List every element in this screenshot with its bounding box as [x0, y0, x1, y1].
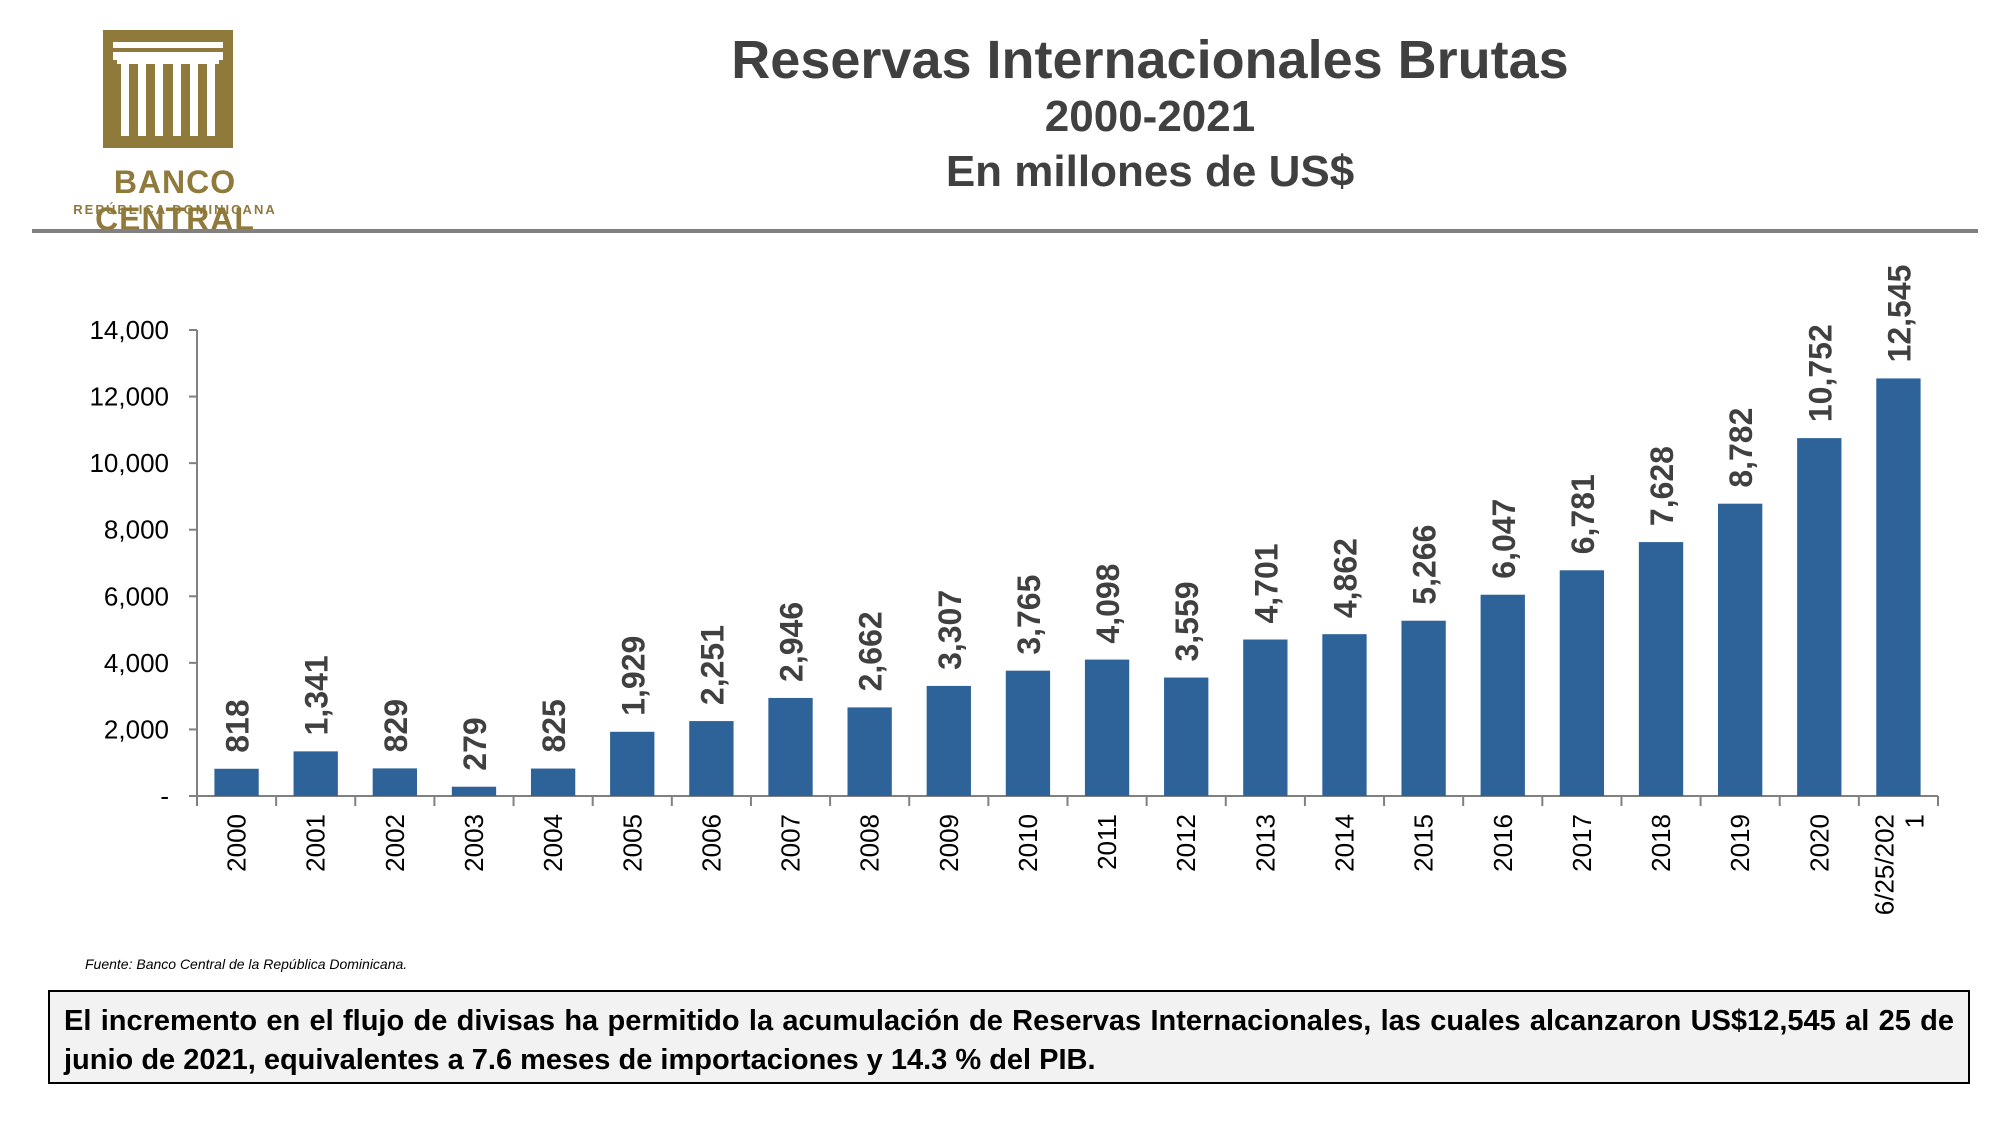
data-label: 6,047: [1486, 499, 1522, 579]
data-label: 1,929: [615, 636, 651, 716]
y-tick-label: 12,000: [89, 382, 169, 412]
bar: [1005, 670, 1051, 796]
x-tick-label: 2003: [459, 814, 489, 872]
bar: [1638, 542, 1684, 796]
bar: [610, 731, 655, 796]
bar: [1480, 594, 1525, 796]
bar: [1164, 677, 1209, 796]
title-block: Reservas Internacionales Brutas 2000-202…: [600, 30, 1700, 200]
logo-subtitle: REPÚBLICA DOMINICANA: [73, 202, 277, 217]
x-tick-label: 2010: [1013, 814, 1043, 872]
data-label: 4,098: [1090, 564, 1126, 644]
x-tick-label: 2007: [776, 814, 806, 872]
data-label: 3,765: [1011, 575, 1047, 655]
y-tick-label: 14,000: [89, 315, 169, 345]
bar: [1718, 503, 1763, 796]
bank-building-icon: [103, 30, 233, 148]
x-tick-label: 2005: [617, 814, 647, 872]
x-tick-label: 2009: [934, 814, 964, 872]
y-tick-label: 10,000: [89, 448, 169, 478]
y-tick-label: 2,000: [104, 714, 169, 744]
data-label: 818: [220, 699, 256, 752]
bar: [689, 721, 734, 796]
data-label: 12,545: [1881, 265, 1917, 363]
data-label: 3,307: [932, 590, 968, 670]
bar: [1401, 620, 1446, 796]
x-tick-label: 2012: [1171, 814, 1201, 872]
data-label: 2,946: [774, 602, 810, 682]
x-tick-label: 2006: [696, 814, 726, 872]
x-tick-label: 2001: [301, 814, 331, 872]
bar: [926, 685, 971, 796]
x-tick-label: 2000: [222, 814, 252, 872]
bar: [1876, 378, 1921, 796]
data-label: 10,752: [1802, 324, 1838, 422]
data-label: 2,251: [694, 625, 730, 705]
source-note: Fuente: Banco Central de la República Do…: [85, 956, 408, 972]
bar-chart: - 2,000 4,000 6,000 8,000 10,000 12,000 14,000 8…: [89, 265, 1939, 915]
x-tick-label: 2017: [1567, 814, 1597, 872]
bar: [1322, 634, 1367, 796]
bar: [1559, 570, 1605, 796]
data-label: 825: [536, 699, 572, 752]
x-tick-label: 2004: [538, 814, 568, 872]
y-tick-label: 6,000: [104, 581, 169, 611]
x-tick-label: 2013: [1250, 814, 1280, 872]
x-tick-label: 2008: [855, 814, 885, 872]
x-tick-label: 2015: [1409, 814, 1439, 872]
page-title: Reservas Internacionales Brutas: [731, 30, 1569, 90]
logo-name: BANCO CENTRAL: [95, 164, 255, 237]
bar: [1084, 659, 1130, 796]
summary-box: El incremento en el flujo de divisas ha …: [48, 990, 1970, 1084]
bar: [1797, 438, 1842, 796]
data-label: 3,559: [1169, 581, 1205, 661]
data-label: 2,662: [853, 611, 889, 691]
data-label: 8,782: [1723, 408, 1759, 488]
x-tick-label: 2019: [1725, 814, 1755, 872]
data-label: 6,781: [1565, 474, 1601, 554]
data-label: 279: [457, 717, 493, 770]
bar: [214, 768, 259, 796]
bar: [530, 768, 576, 796]
x-tick-label: 6/25/2021: [1869, 814, 1929, 915]
data-label: 4,862: [1327, 538, 1363, 618]
header-divider: [32, 229, 1978, 233]
bar: [847, 707, 892, 796]
bar: [768, 697, 813, 796]
data-label: 4,701: [1248, 543, 1284, 623]
page-subtitle: 2000-2021: [1044, 92, 1256, 141]
bar: [451, 786, 497, 796]
data-label: 5,266: [1407, 525, 1443, 605]
x-tick-label: 2002: [380, 814, 410, 872]
data-label: 829: [378, 699, 414, 752]
data-label: 7,628: [1644, 446, 1680, 526]
y-tick-label: -: [160, 781, 169, 811]
x-tick-label: 2018: [1646, 814, 1676, 872]
y-tick-label: 4,000: [104, 648, 169, 678]
bar: [1243, 639, 1288, 796]
x-tick-label: 2020: [1804, 814, 1834, 872]
y-tick-label: 8,000: [104, 515, 169, 545]
bank-logo: BANCO CENTRAL REPÚBLICA DOMINICANA: [30, 30, 320, 237]
x-tick-label: 2011: [1092, 814, 1122, 870]
x-tick-label: 2016: [1488, 814, 1518, 872]
unit-label: En millones de US$: [945, 147, 1355, 196]
x-tick-label: 2014: [1329, 814, 1359, 872]
data-label: 1,341: [299, 655, 335, 735]
bar: [372, 768, 417, 796]
bar: [293, 751, 338, 796]
